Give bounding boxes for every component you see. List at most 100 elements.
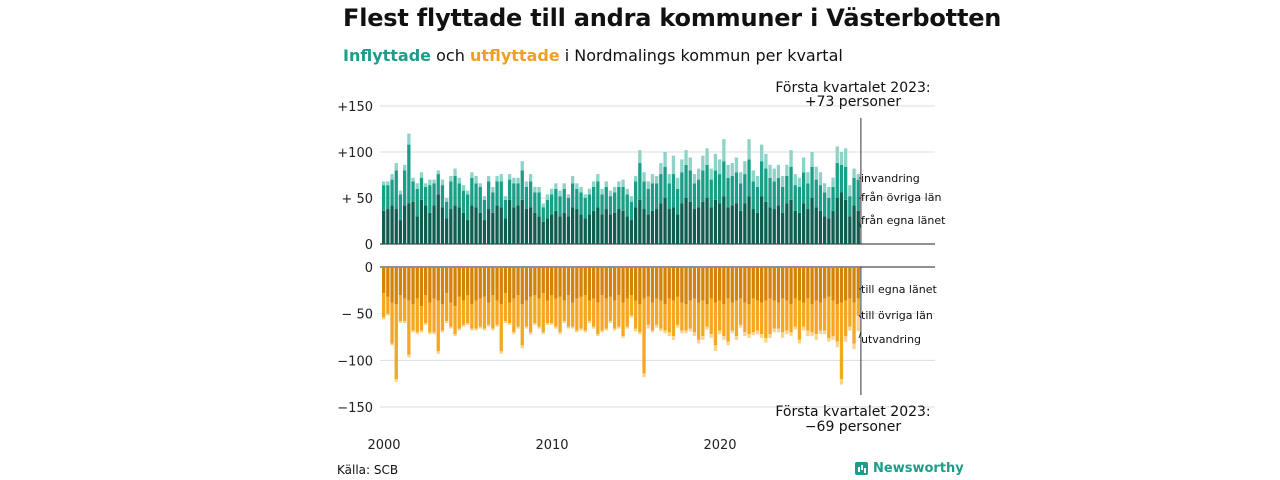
bar-outflow-segment bbox=[705, 267, 709, 305]
bar-inflow-segment bbox=[520, 170, 524, 200]
bar-inflow-segment bbox=[407, 203, 411, 244]
bar-inflow-segment bbox=[797, 177, 802, 187]
bar-inflow-segment bbox=[625, 194, 629, 217]
bar-outflow-segment bbox=[764, 267, 768, 301]
bar-outflow-segment bbox=[772, 267, 776, 301]
bar-outflow-segment bbox=[617, 267, 621, 295]
bar-outflow-segment bbox=[600, 330, 604, 333]
bar-outflow-segment bbox=[751, 267, 755, 299]
chart-subtitle: Inflyttade och utflyttade i Nordmalings … bbox=[343, 46, 843, 65]
bar-inflow-segment bbox=[445, 201, 449, 219]
bar-outflow-segment bbox=[634, 267, 638, 301]
bar-outflow-segment bbox=[478, 326, 482, 329]
bar-outflow-segment bbox=[629, 315, 634, 318]
leader-line bbox=[858, 314, 862, 319]
bar-inflow-segment bbox=[785, 203, 789, 244]
bar-outflow-segment bbox=[415, 298, 419, 333]
bar-outflow-segment bbox=[445, 293, 449, 322]
bar-outflow-segment bbox=[684, 267, 688, 305]
bar-outflow-segment bbox=[608, 321, 613, 323]
bar-outflow-segment bbox=[558, 332, 562, 335]
bar-outflow-segment bbox=[407, 354, 411, 358]
bar-inflow-segment bbox=[739, 172, 743, 184]
y-tick-label: − 50 bbox=[341, 308, 373, 323]
bar-chart-icon bbox=[855, 462, 868, 475]
bar-inflow-segment bbox=[659, 203, 663, 244]
bar-outflow-segment bbox=[844, 267, 848, 301]
bar-inflow-segment bbox=[705, 148, 709, 165]
bar-inflow-segment bbox=[524, 209, 529, 244]
bar-inflow-segment bbox=[512, 177, 516, 184]
bar-outflow-segment bbox=[554, 326, 558, 329]
bar-outflow-segment bbox=[797, 267, 802, 301]
bar-inflow-segment bbox=[768, 207, 772, 244]
bar-outflow-segment bbox=[537, 267, 541, 299]
bar-outflow-segment bbox=[676, 267, 680, 297]
bar-outflow-segment bbox=[562, 300, 566, 322]
bar-inflow-segment bbox=[722, 196, 726, 244]
bar-outflow-segment bbox=[709, 334, 713, 338]
bar-outflow-segment bbox=[827, 296, 831, 338]
bar-outflow-segment bbox=[524, 267, 529, 301]
bar-outflow-segment bbox=[772, 300, 776, 329]
bar-inflow-segment bbox=[734, 203, 739, 244]
bar-inflow-segment bbox=[709, 179, 713, 208]
bar-inflow-segment bbox=[487, 175, 491, 182]
bar-inflow-segment bbox=[516, 177, 520, 184]
bar-inflow-segment bbox=[466, 220, 470, 244]
y-tick-label: −100 bbox=[337, 354, 373, 369]
bar-outflow-segment bbox=[856, 298, 860, 316]
bar-inflow-segment bbox=[398, 190, 403, 195]
bar-inflow-segment bbox=[558, 190, 562, 197]
bar-outflow-segment bbox=[659, 267, 663, 301]
bar-inflow-segment bbox=[600, 194, 604, 215]
bar-outflow-segment bbox=[461, 300, 466, 325]
bar-inflow-segment bbox=[440, 185, 445, 208]
bar-outflow-segment bbox=[621, 336, 625, 338]
bar-inflow-segment bbox=[537, 186, 541, 193]
bar-outflow-segment bbox=[382, 317, 386, 320]
bar-inflow-segment bbox=[432, 183, 436, 206]
bar-outflow-segment bbox=[398, 295, 403, 322]
bar-inflow-segment bbox=[755, 212, 760, 244]
bar-inflow-segment bbox=[604, 181, 608, 187]
bar-outflow-segment bbox=[688, 300, 692, 329]
bar-outflow-segment bbox=[785, 330, 789, 335]
bar-outflow-segment bbox=[663, 304, 667, 331]
bar-inflow-segment bbox=[718, 159, 722, 175]
bar-inflow-segment bbox=[655, 209, 659, 244]
bar-inflow-segment bbox=[617, 186, 621, 210]
bar-outflow-segment bbox=[403, 298, 407, 322]
brand-logo[interactable]: Newsworthy bbox=[855, 461, 964, 476]
bar-inflow-segment bbox=[533, 212, 537, 244]
bar-inflow-segment bbox=[436, 194, 440, 244]
bar-inflow-segment bbox=[831, 177, 835, 187]
bar-outflow-segment bbox=[747, 304, 751, 335]
bar-outflow-segment bbox=[403, 267, 407, 299]
bar-outflow-segment bbox=[604, 267, 608, 299]
bar-outflow-segment bbox=[764, 337, 768, 343]
bar-inflow-segment bbox=[524, 186, 529, 210]
bar-outflow-segment bbox=[533, 267, 537, 295]
bar-inflow-segment bbox=[445, 218, 449, 244]
bar-outflow-segment bbox=[600, 295, 604, 331]
bar-inflow-segment bbox=[814, 166, 818, 180]
bar-inflow-segment bbox=[697, 168, 701, 180]
bar-inflow-segment bbox=[596, 174, 600, 182]
bar-outflow-segment bbox=[697, 302, 701, 340]
bar-outflow-segment bbox=[743, 302, 747, 333]
bar-inflow-segment bbox=[424, 183, 428, 187]
bar-outflow-segment bbox=[566, 326, 571, 329]
bar-inflow-segment bbox=[394, 163, 398, 171]
bar-inflow-segment bbox=[705, 198, 709, 244]
bar-outflow-segment bbox=[701, 300, 705, 337]
bar-inflow-segment bbox=[676, 214, 680, 244]
bar-outflow-segment bbox=[755, 267, 760, 301]
bar-outflow-segment bbox=[709, 298, 713, 335]
bar-outflow-segment bbox=[734, 336, 739, 340]
bar-outflow-segment bbox=[692, 298, 697, 333]
bar-inflow-segment bbox=[533, 192, 537, 213]
bar-outflow-segment bbox=[608, 267, 613, 297]
bar-outflow-segment bbox=[424, 267, 428, 295]
bar-inflow-segment bbox=[545, 194, 550, 200]
